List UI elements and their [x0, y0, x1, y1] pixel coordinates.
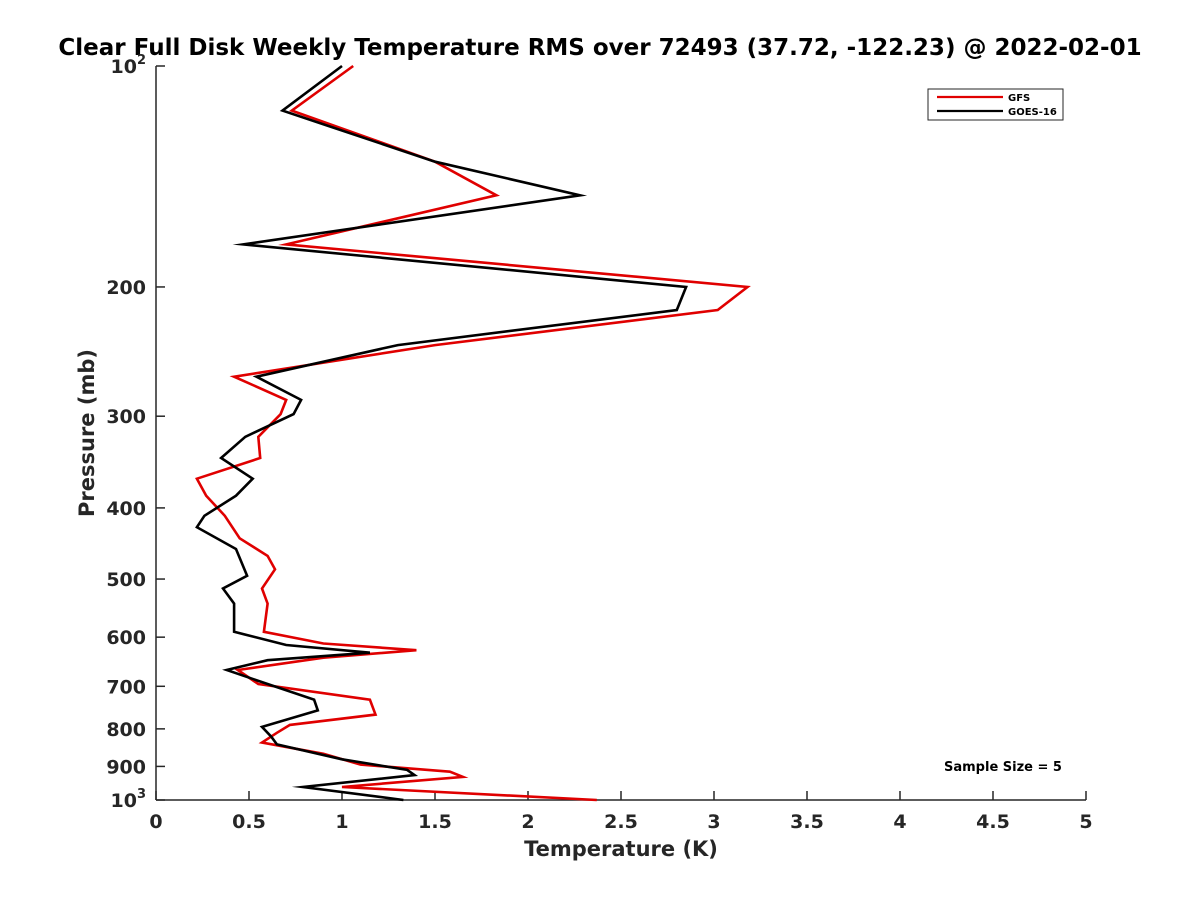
- x-tick-label: 5: [1079, 811, 1092, 833]
- x-tick-label: 4.5: [976, 811, 1010, 833]
- series-layer: [195, 64, 751, 802]
- x-tick-label: 1: [335, 811, 348, 833]
- series-line-goes16: [195, 64, 688, 802]
- x-tick-label: 0: [149, 811, 162, 833]
- y-tick-label: 200: [106, 277, 146, 299]
- x-tick-label: 2: [521, 811, 534, 833]
- x-tick-label: 0.5: [232, 811, 266, 833]
- sample-size-annotation: Sample Size = 5: [944, 760, 1062, 775]
- y-ticks: 102 200 300 400 500 600 700 800 900 103: [106, 53, 165, 812]
- y-axis-label: Pressure (mb): [75, 349, 99, 517]
- x-tick-label: 3.5: [790, 811, 824, 833]
- legend-label-gfs: GFS: [1008, 93, 1030, 104]
- y-tick-label: 102: [111, 53, 147, 78]
- y-tick-label: 300: [106, 406, 146, 428]
- chart-title: Clear Full Disk Weekly Temperature RMS o…: [58, 35, 1141, 61]
- x-ticks: 0 0.5 1 1.5 2 2.5 3 3.5 4 4.5 5: [149, 791, 1093, 833]
- x-axis-label: Temperature (K): [524, 837, 718, 861]
- y-tick-label: 103: [111, 787, 147, 812]
- legend-box: [927, 88, 1064, 121]
- y-tick-label: 700: [106, 676, 146, 698]
- x-tick-label: 1.5: [418, 811, 452, 833]
- y-tick-label: 400: [106, 498, 146, 520]
- y-tick-label: 600: [106, 627, 146, 649]
- legend-label-goes16: GOES-16: [1008, 107, 1057, 118]
- y-tick-label: 900: [106, 756, 146, 778]
- y-tick-label: 800: [106, 719, 146, 741]
- legend: GFS GOES-16: [927, 88, 1064, 121]
- y-tick-label: 500: [106, 569, 146, 591]
- x-tick-label: 2.5: [604, 811, 638, 833]
- x-tick-label: 3: [707, 811, 720, 833]
- series-line-gfs: [195, 64, 751, 802]
- x-tick-label: 4: [893, 811, 906, 833]
